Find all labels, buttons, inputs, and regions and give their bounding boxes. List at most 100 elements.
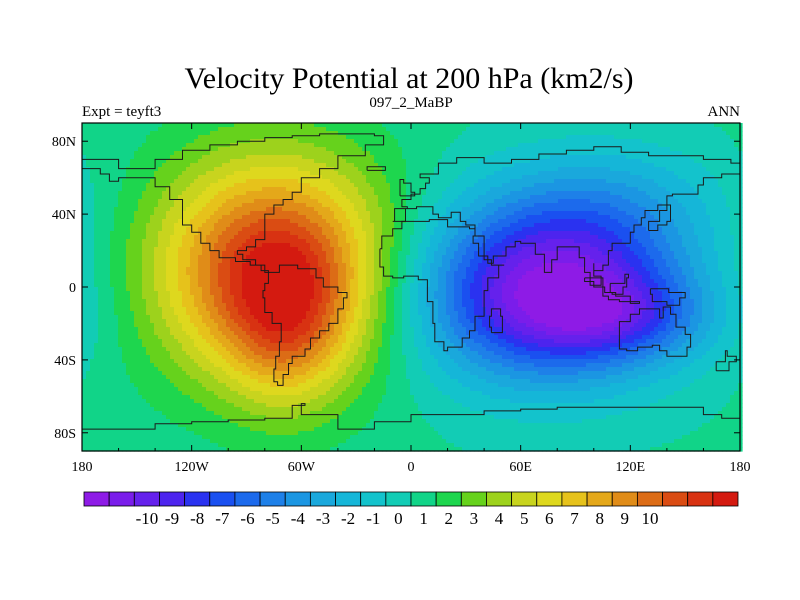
field-cell <box>506 183 511 188</box>
field-cell <box>606 123 611 128</box>
field-cell <box>258 227 263 232</box>
field-cell <box>134 143 139 148</box>
field-cell <box>126 143 131 148</box>
field-cell <box>482 187 487 192</box>
field-cell <box>550 211 555 216</box>
field-cell <box>646 139 651 144</box>
field-cell <box>458 187 463 192</box>
field-cell <box>678 155 683 160</box>
field-cell <box>350 123 355 128</box>
field-cell <box>158 215 163 220</box>
field-cell <box>726 223 731 228</box>
field-cell <box>442 203 447 208</box>
field-cell <box>190 163 195 168</box>
field-cell <box>150 147 155 152</box>
field-cell <box>642 239 647 244</box>
field-cell <box>734 199 739 204</box>
field-cell <box>170 235 175 240</box>
field-cell <box>158 227 163 232</box>
field-cell <box>210 199 215 204</box>
field-cell <box>650 191 655 196</box>
field-cell <box>646 179 651 184</box>
field-cell <box>398 235 403 240</box>
field-cell <box>106 139 111 144</box>
field-cell <box>386 215 391 220</box>
field-cell <box>722 207 727 212</box>
field-cell <box>382 211 387 216</box>
field-cell <box>578 183 583 188</box>
field-cell <box>490 155 495 160</box>
field-cell <box>178 175 183 180</box>
field-cell <box>374 179 379 184</box>
field-cell <box>178 159 183 164</box>
field-cell <box>566 171 571 176</box>
field-cell <box>566 179 571 184</box>
field-cell <box>662 235 667 240</box>
field-cell <box>702 123 707 128</box>
field-cell <box>314 191 319 196</box>
field-cell <box>434 231 439 236</box>
field-cell <box>122 227 127 232</box>
field-cell <box>266 175 271 180</box>
field-cell <box>230 183 235 188</box>
field-cell <box>270 215 275 220</box>
field-cell <box>546 175 551 180</box>
field-cell <box>346 191 351 196</box>
field-cell <box>82 127 87 132</box>
field-cell <box>674 163 679 168</box>
field-cell <box>266 227 271 232</box>
field-cell <box>706 159 711 164</box>
field-cell <box>410 135 415 140</box>
field-cell <box>670 159 675 164</box>
field-cell <box>414 131 419 136</box>
field-cell <box>306 183 311 188</box>
field-cell <box>554 183 559 188</box>
field-cell <box>702 211 707 216</box>
field-cell <box>426 155 431 160</box>
field-cell <box>230 135 235 140</box>
field-cell <box>446 187 451 192</box>
field-cell <box>482 171 487 176</box>
field-cell <box>182 123 187 128</box>
field-cell <box>526 239 531 244</box>
field-cell <box>330 207 335 212</box>
field-cell <box>366 155 371 160</box>
field-cell <box>114 183 119 188</box>
field-cell <box>306 127 311 132</box>
field-cell <box>294 211 299 216</box>
field-cell <box>210 131 215 136</box>
field-cell <box>734 147 739 152</box>
field-cell <box>374 211 379 216</box>
field-cell <box>218 175 223 180</box>
field-cell <box>682 155 687 160</box>
field-cell <box>250 127 255 132</box>
field-cell <box>342 191 347 196</box>
field-cell <box>218 219 223 224</box>
field-cell <box>562 219 567 224</box>
field-cell <box>734 167 739 172</box>
field-cell <box>230 139 235 144</box>
field-cell <box>182 167 187 172</box>
field-cell <box>154 163 159 168</box>
field-cell <box>218 155 223 160</box>
field-cell <box>162 199 167 204</box>
field-cell <box>434 191 439 196</box>
field-cell <box>258 199 263 204</box>
field-cell <box>342 207 347 212</box>
field-cell <box>502 235 507 240</box>
field-cell <box>654 191 659 196</box>
field-cell <box>506 211 511 216</box>
field-cell <box>270 223 275 228</box>
field-cell <box>86 215 91 220</box>
field-cell <box>346 231 351 236</box>
field-cell <box>170 143 175 148</box>
field-cell <box>382 171 387 176</box>
field-cell <box>626 139 631 144</box>
field-cell <box>662 227 667 232</box>
field-cell <box>278 143 283 148</box>
field-cell <box>278 131 283 136</box>
field-cell <box>254 155 259 160</box>
field-cell <box>482 227 487 232</box>
field-cell <box>114 171 119 176</box>
field-cell <box>722 171 727 176</box>
